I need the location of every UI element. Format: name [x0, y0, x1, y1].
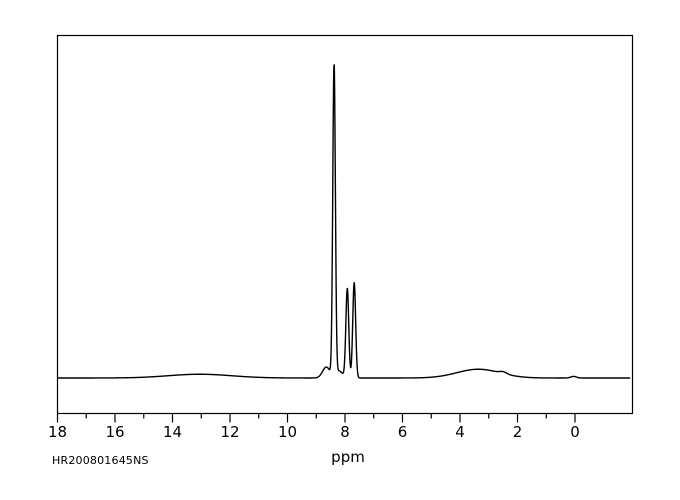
axis-tick-label-14: 14	[162, 423, 183, 441]
axis-tick-label-10: 10	[277, 423, 298, 441]
axis-tick-label-12: 12	[220, 423, 240, 441]
axis-tick-label-8: 8	[340, 423, 350, 441]
axis-tick-label-6: 6	[397, 423, 408, 441]
axis-tick-label-4: 4	[455, 423, 465, 441]
axis-tick-label-18: 18	[47, 423, 68, 441]
axis-tick-marks	[56, 413, 576, 423]
axis-tick-label-16: 16	[105, 423, 125, 441]
x-axis-title: ppm	[331, 448, 365, 466]
axis-tick-label-0: 0	[570, 423, 580, 441]
spectrum-trace	[56, 64, 631, 379]
axis-tick-label-2: 2	[512, 423, 523, 441]
sample-id-label: HR200801645NS	[52, 454, 149, 467]
